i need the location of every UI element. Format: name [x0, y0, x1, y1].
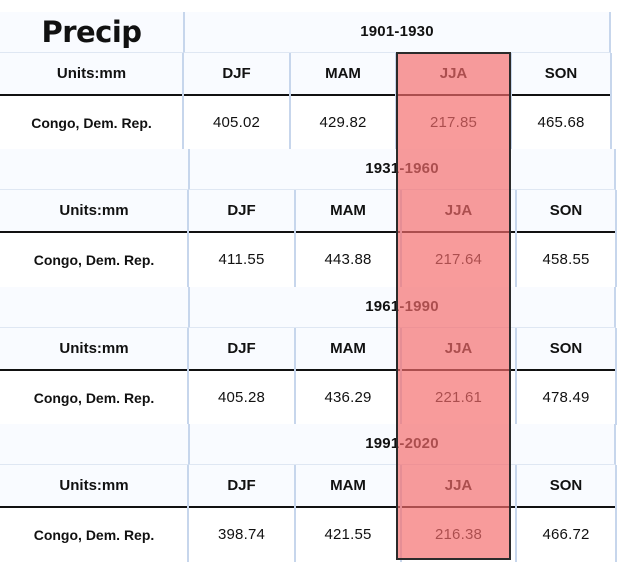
- season-header-son: SON: [516, 190, 616, 231]
- chart-title: Precip: [0, 12, 183, 53]
- column-separator: [182, 53, 184, 150]
- block-divider: [0, 369, 616, 371]
- block-divider: [0, 506, 616, 508]
- period-header: 1901-1930: [183, 12, 611, 53]
- season-header-mam: MAM: [290, 53, 396, 94]
- column-separator: [187, 465, 189, 562]
- empty-header-cell: [0, 287, 188, 328]
- units-label: Units:mm: [0, 465, 188, 506]
- column-separator: [515, 465, 517, 562]
- column-separator: [395, 53, 397, 150]
- value-djf: 405.02: [212, 114, 261, 132]
- empty-header-cell: [0, 424, 188, 465]
- column-separator: [187, 190, 189, 287]
- column-separator: [289, 53, 291, 150]
- column-separator: [187, 328, 189, 425]
- country-label: Congo, Dem. Rep.: [33, 526, 155, 543]
- season-header-jja: JJA: [401, 465, 516, 506]
- season-header-son: SON: [516, 465, 616, 506]
- season-header-jja: JJA: [396, 53, 511, 94]
- value-mam: 436.29: [324, 389, 372, 407]
- season-header-djf: DJF: [188, 328, 295, 369]
- season-header-jja: JJA: [401, 328, 516, 369]
- season-header-son: SON: [516, 328, 616, 369]
- period-header: 1961-1990: [188, 287, 616, 328]
- block-divider: [0, 231, 616, 233]
- season-header-mam: MAM: [295, 465, 401, 506]
- value-jja: 217.64: [434, 251, 483, 269]
- column-separator: [610, 53, 612, 150]
- season-header-djf: DJF: [188, 190, 295, 231]
- season-header-djf: DJF: [183, 53, 290, 94]
- block-divider: [0, 94, 611, 96]
- country-label: Congo, Dem. Rep.: [33, 389, 155, 406]
- value-son: 466.72: [542, 526, 590, 544]
- column-separator: [510, 53, 512, 150]
- empty-header-cell: [0, 149, 188, 190]
- season-header-son: SON: [511, 53, 611, 94]
- value-mam: 429.82: [319, 114, 367, 132]
- value-mam: 421.55: [324, 526, 372, 544]
- season-header-mam: MAM: [295, 328, 401, 369]
- units-label: Units:mm: [0, 328, 188, 369]
- column-separator: [294, 328, 296, 425]
- column-separator: [615, 465, 617, 562]
- period-header: 1991-2020: [188, 424, 616, 465]
- column-separator: [515, 328, 517, 425]
- column-separator: [294, 465, 296, 562]
- value-djf: 411.55: [218, 251, 265, 269]
- column-separator: [400, 190, 402, 287]
- season-header-djf: DJF: [188, 465, 295, 506]
- column-separator: [294, 190, 296, 287]
- period-header: 1931-1960: [188, 149, 616, 190]
- units-label: Units:mm: [0, 53, 183, 94]
- value-son: 465.68: [537, 114, 585, 132]
- country-label: Congo, Dem. Rep.: [33, 251, 155, 268]
- units-label: Units:mm: [0, 190, 188, 231]
- column-separator: [615, 190, 617, 287]
- column-separator: [400, 465, 402, 562]
- season-header-jja: JJA: [401, 190, 516, 231]
- season-header-mam: MAM: [295, 190, 401, 231]
- value-jja: 217.85: [429, 114, 478, 132]
- value-mam: 443.88: [324, 251, 372, 269]
- value-jja: 216.38: [434, 526, 483, 544]
- column-separator: [615, 328, 617, 425]
- column-separator: [515, 190, 517, 287]
- country-label: Congo, Dem. Rep.: [31, 114, 152, 131]
- value-jja: 221.61: [434, 389, 483, 407]
- value-djf: 398.74: [217, 526, 266, 544]
- column-separator: [400, 328, 402, 425]
- value-djf: 405.28: [217, 389, 266, 407]
- value-son: 458.55: [542, 251, 590, 269]
- value-son: 478.49: [542, 389, 590, 407]
